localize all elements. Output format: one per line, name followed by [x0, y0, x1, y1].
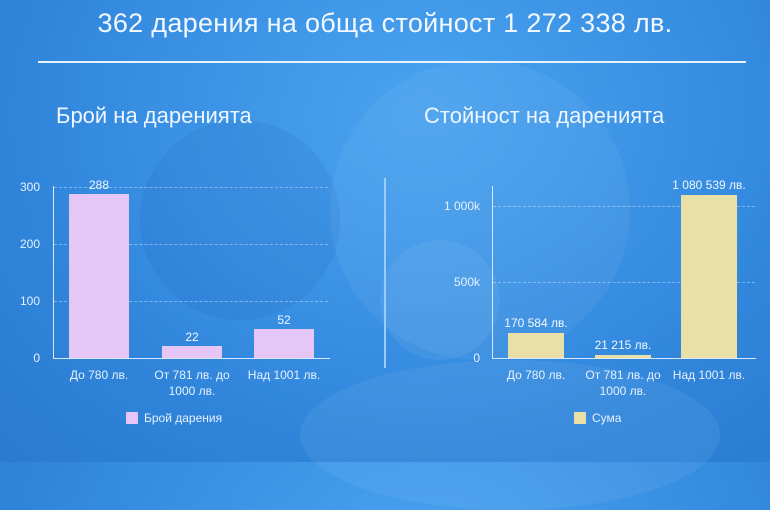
x-axis — [53, 358, 330, 359]
chart-divider — [384, 178, 386, 368]
gridline — [54, 301, 328, 302]
y-tick: 0 — [33, 351, 40, 365]
bar-count-1[interactable] — [162, 346, 222, 358]
bar-count-2[interactable] — [254, 329, 314, 358]
legend-label: Сума — [592, 411, 622, 425]
count-legend[interactable]: Брой дарения — [126, 411, 222, 425]
category-label: Над 1001 лв. — [247, 368, 321, 382]
y-tick: 0 — [473, 351, 480, 365]
bar-value-label: 170 584 лв. — [504, 316, 568, 330]
value-chart-subtitle: Стойност на даренията — [424, 103, 665, 128]
page-title: 362 дарения на обща стойност 1 272 338 л… — [97, 8, 673, 38]
bar-value-label: 288 — [88, 178, 110, 192]
bar-value-label: 22 — [185, 330, 199, 344]
y-tick: 1 000k — [443, 199, 480, 213]
y-axis — [53, 186, 54, 358]
bar-value-label: 21 215 лв. — [594, 338, 652, 352]
y-tick: 300 — [19, 180, 40, 194]
bar-count-0[interactable] — [69, 194, 129, 358]
bar-value-label: 52 — [277, 313, 291, 327]
category-label: От 781 лв. до 1000 лв. — [585, 368, 661, 398]
y-axis — [492, 186, 493, 358]
category-label: До 780 лв. — [69, 368, 129, 382]
bar-value-2[interactable] — [681, 195, 737, 358]
count-chart: 0 100 200 300 288 22 52 До 780 лв. От 78… — [0, 0, 385, 462]
bar-value-1[interactable] — [595, 355, 651, 358]
gridline — [54, 244, 328, 245]
category-label: До 780 лв. — [506, 368, 566, 382]
title-underline — [38, 61, 746, 63]
category-label: Над 1001 лв. — [672, 368, 746, 382]
value-chart: 0 500k 1 000k 170 584 лв. 21 215 лв. 1 0… — [443, 178, 756, 425]
y-tick: 500k — [453, 275, 480, 289]
legend-swatch-icon — [126, 412, 138, 424]
y-tick: 200 — [19, 237, 40, 251]
legend-swatch-icon — [574, 412, 586, 424]
gridline — [54, 187, 328, 188]
count-chart-subtitle: Брой на даренията — [56, 103, 252, 128]
legend-label: Брой дарения — [144, 411, 223, 425]
category-label: От 781 лв. до 1000 лв. — [154, 368, 230, 398]
gridline — [493, 282, 755, 283]
bar-value-0[interactable] — [508, 333, 564, 358]
x-axis — [492, 358, 756, 359]
y-tick: 100 — [19, 294, 40, 308]
value-legend[interactable]: Сума — [574, 411, 621, 425]
bar-value-label: 1 080 539 лв. — [672, 178, 746, 192]
gridline — [493, 206, 755, 207]
